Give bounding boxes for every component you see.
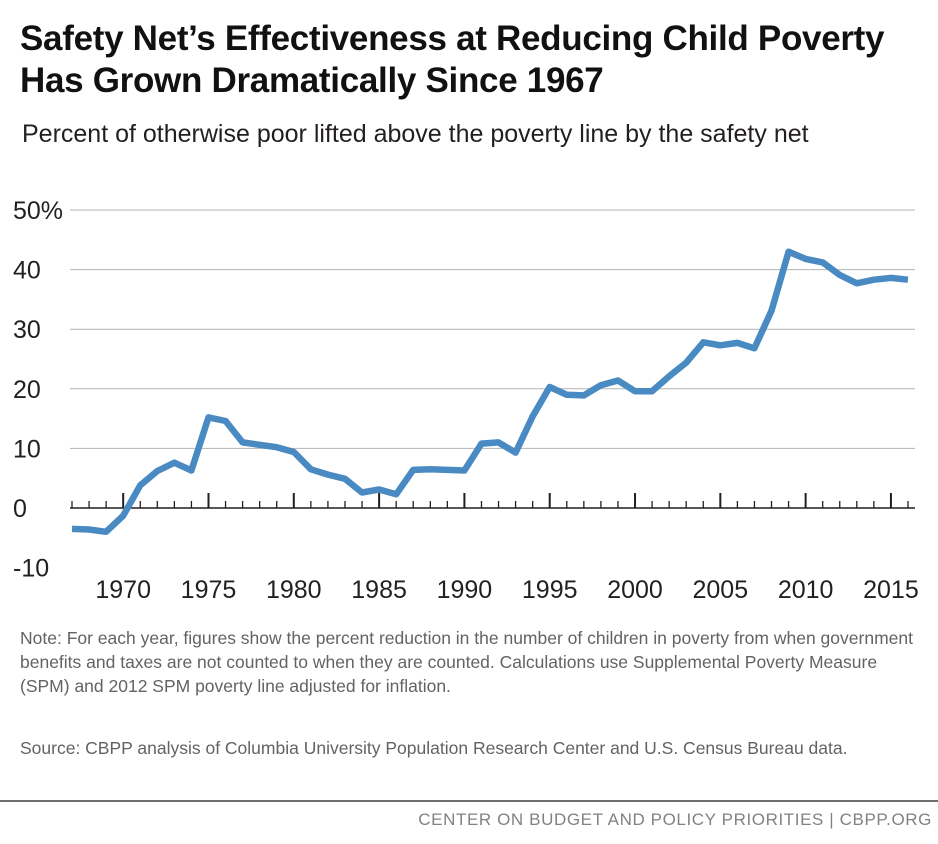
data-point-1972 [154,468,160,474]
data-point-1988 [427,466,433,472]
data-point-1985 [376,486,382,492]
chart-note: Note: For each year, figures show the pe… [20,628,913,696]
x-tick-label: 2005 [693,576,749,604]
data-point-1975 [205,414,211,420]
data-point-1984 [359,489,365,495]
x-tick-label: 1975 [181,576,237,604]
data-point-1998 [598,382,604,388]
data-point-2012 [837,272,843,278]
data-point-1968 [86,526,92,532]
x-tick-label: 1990 [437,576,493,604]
data-point-1974 [188,467,194,473]
data-point-1990 [461,467,467,473]
data-point-1967 [69,526,75,532]
data-point-1991 [478,440,484,446]
y-tick-label: 30 [13,316,41,344]
line-chart: -10 0 10 20 30 40 50% 1970 1975 1980 1985 1990 1995 2… [13,197,919,604]
data-point-1982 [325,471,331,477]
data-point-1977 [239,439,245,445]
data-point-2011 [819,259,825,265]
x-tick-label: 2015 [863,576,919,604]
data-point-1978 [256,442,262,448]
data-point-1980 [291,449,297,455]
data-point-1970 [120,513,126,519]
data-point-2014 [871,277,877,283]
data-point-2013 [854,280,860,286]
data-point-1986 [393,491,399,497]
chart-subtitle: Percent of otherwise poor lifted above t… [22,120,809,148]
data-point-1973 [171,460,177,466]
data-point-1971 [137,482,143,488]
data-point-2007 [751,345,757,351]
data-point-1983 [342,476,348,482]
data-point-2009 [785,249,791,255]
data-point-2010 [802,256,808,262]
data-point-2003 [683,359,689,365]
y-tick-label: 20 [13,376,41,404]
data-point-1996 [564,392,570,398]
data-point-1994 [529,413,535,419]
footer-divider [0,800,938,802]
y-tick-label: 10 [13,435,41,463]
data-point-1976 [222,418,228,424]
x-tick-label: 1995 [522,576,578,604]
data-point-2005 [717,342,723,348]
x-tick-label: 2000 [607,576,663,604]
data-point-1981 [308,466,314,472]
y-tick-label: 0 [13,495,27,523]
data-point-2000 [632,388,638,394]
y-tick-label: 50% [13,197,63,225]
data-point-2002 [666,373,672,379]
data-point-2008 [768,308,774,314]
footer-credit: CENTER ON BUDGET AND POLICY PRIORITIES |… [418,810,932,829]
data-point-1987 [410,467,416,473]
data-point-1995 [547,384,553,390]
x-tick-label: 2010 [778,576,834,604]
data-point-2015 [888,275,894,281]
data-point-1979 [274,444,280,450]
data-point-2016 [905,277,911,283]
data-point-2006 [734,340,740,346]
data-point-2001 [649,388,655,394]
data-point-1997 [581,392,587,398]
x-tick-label: 1980 [266,576,322,604]
series-line-0 [71,248,909,536]
data-point-1999 [615,377,621,383]
y-tick-label: -10 [13,555,49,583]
data-point-1969 [103,529,109,535]
data-point-1992 [495,439,501,445]
y-tick-label: 40 [13,257,41,285]
data-point-1989 [444,467,450,473]
x-tick-label: 1970 [95,576,151,604]
data-point-1993 [512,449,518,455]
x-tick-label: 1985 [351,576,407,604]
chart-source: Source: CBPP analysis of Columbia Univer… [20,738,848,758]
chart-title: Safety Net’s Effectiveness at Reducing C… [20,19,885,100]
data-point-2004 [700,339,706,345]
